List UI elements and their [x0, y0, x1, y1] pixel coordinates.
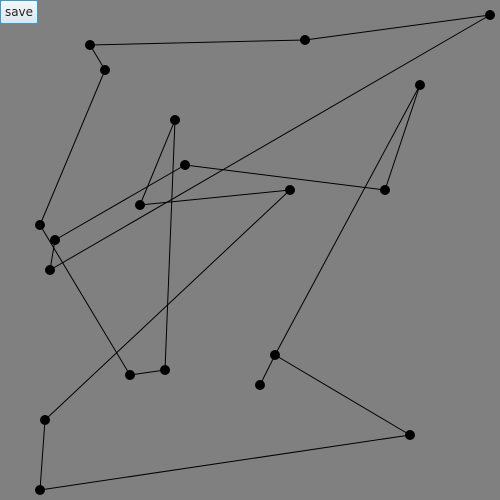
vertex-point-9[interactable]: [285, 185, 295, 195]
vertex-point-13[interactable]: [270, 350, 280, 360]
main-edge-4: [39, 224, 131, 376]
secondary-edge-5: [274, 84, 421, 356]
vertex-point-1[interactable]: [300, 35, 310, 45]
vertex-point-16[interactable]: [50, 235, 60, 245]
vertex-point-11[interactable]: [35, 485, 45, 495]
main-edge-10: [39, 419, 46, 491]
vertex-point-3[interactable]: [100, 65, 110, 75]
main-edge-8: [139, 189, 291, 206]
vertex-point-19[interactable]: [415, 80, 425, 90]
secondary-edge-2: [54, 164, 186, 241]
vertex-point-4[interactable]: [35, 220, 45, 230]
main-edge-12: [274, 354, 411, 436]
vertex-point-0[interactable]: [485, 10, 495, 20]
secondary-edge-3: [184, 164, 386, 191]
vertex-point-17[interactable]: [180, 160, 190, 170]
main-edge-13: [259, 354, 276, 386]
main-edge-3: [39, 69, 106, 226]
nodes-layer[interactable]: [35, 10, 495, 495]
vertex-point-7[interactable]: [170, 115, 180, 125]
main-edge-0: [304, 14, 491, 41]
main-edge-7: [139, 119, 176, 206]
secondary-edge-4: [384, 84, 421, 191]
main-edge-1: [89, 39, 306, 46]
vertex-point-18[interactable]: [380, 185, 390, 195]
main-edge-5: [129, 369, 166, 376]
main-edge-6: [164, 119, 176, 371]
vertex-point-15[interactable]: [45, 265, 55, 275]
vertex-point-5[interactable]: [125, 370, 135, 380]
secondary-edge-1: [49, 239, 56, 271]
vertex-point-10[interactable]: [40, 415, 50, 425]
edges-layer: [39, 14, 491, 491]
vertex-point-6[interactable]: [160, 365, 170, 375]
vertex-point-12[interactable]: [405, 430, 415, 440]
vertex-point-8[interactable]: [135, 200, 145, 210]
secondary-edge-0: [49, 14, 491, 271]
vertex-point-14[interactable]: [255, 380, 265, 390]
main-edge-11: [39, 434, 411, 491]
save-button[interactable]: save: [0, 0, 38, 24]
vertex-point-2[interactable]: [85, 40, 95, 50]
main-edge-9: [44, 189, 291, 421]
